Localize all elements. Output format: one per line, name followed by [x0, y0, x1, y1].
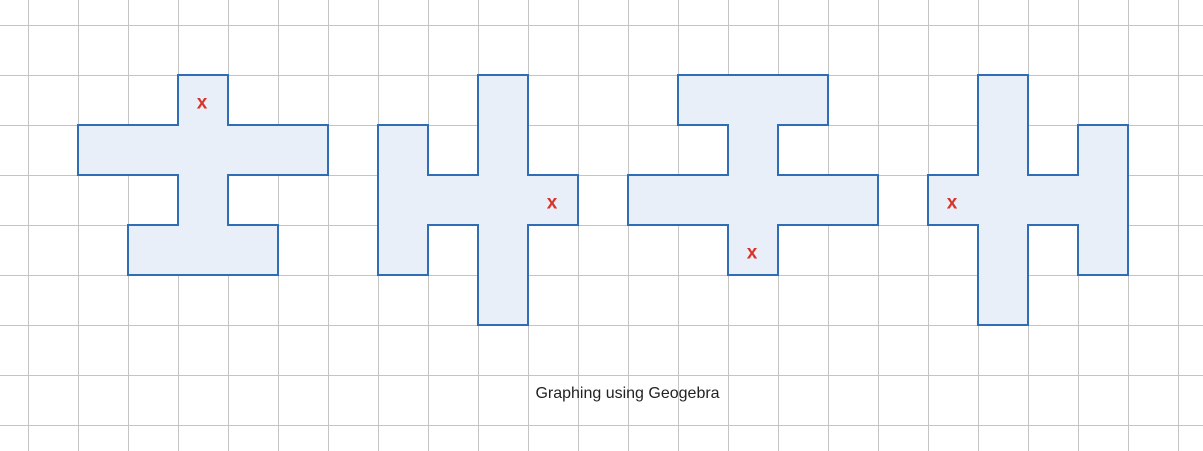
figures: [77, 74, 1129, 326]
figure-1-x-mark: x: [197, 93, 208, 114]
figure-2-x-mark: x: [547, 193, 558, 214]
figure-1-shape[interactable]: [77, 74, 329, 276]
figure-4-x-mark: x: [947, 193, 958, 214]
figure-3-x-mark: x: [747, 243, 758, 264]
figure-4-shape[interactable]: [927, 74, 1129, 326]
figure-2-shape[interactable]: [377, 74, 579, 326]
marks: x x x x: [197, 93, 958, 264]
figure-3-shape[interactable]: [627, 74, 879, 276]
